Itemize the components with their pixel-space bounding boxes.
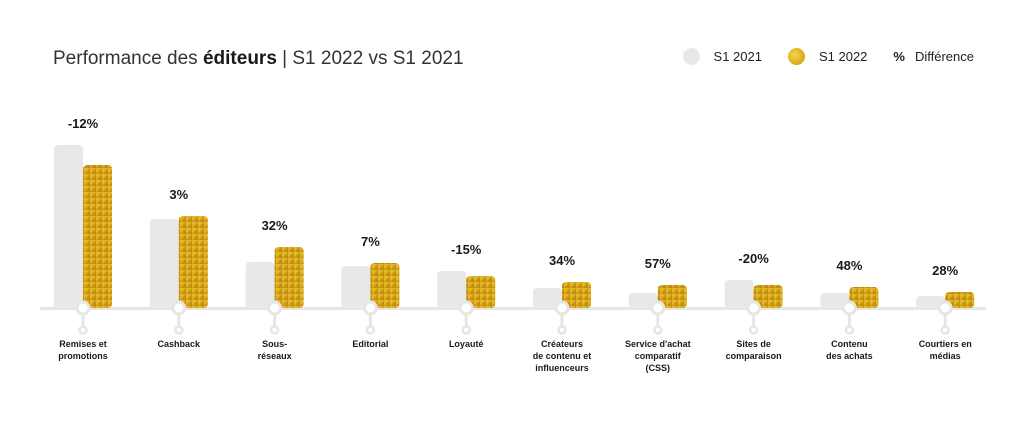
legend-label-diff: Différence [914, 49, 974, 64]
difference-label: 7% [361, 234, 380, 249]
category-end-icon [269, 325, 280, 335]
difference-label: 34% [549, 253, 575, 268]
bar-s1-2021 [533, 288, 562, 309]
bar-s1-2021 [628, 293, 658, 309]
legend-item-2022: S1 2022 [787, 48, 868, 65]
bar-s1-2021 [820, 293, 850, 309]
category-label: Sites de [736, 339, 771, 349]
category-label: Sous- [262, 339, 287, 349]
bar-s1-2021 [245, 262, 275, 309]
category-node-icon [458, 300, 474, 316]
legend-swatch-2022 [787, 48, 805, 65]
category-node-icon [650, 300, 666, 316]
legend-label-2022: S1 2022 [818, 49, 868, 64]
category-node-icon [267, 300, 283, 316]
title-prefix: Performance des [53, 48, 203, 69]
bar-s1-2022 [370, 263, 400, 308]
bar-s1-2021 [724, 280, 754, 309]
legend-item-2021: S1 2021 [682, 48, 762, 65]
bar-s1-2022 [562, 282, 591, 308]
bar-s1-2021 [341, 266, 371, 309]
category-label: médias [930, 351, 961, 361]
percent-icon: % [893, 49, 905, 64]
category-end-icon [844, 325, 855, 335]
bar-s1-2022 [466, 276, 496, 308]
title-bold: éditeurs [202, 48, 277, 69]
chart-title: Performance des éditeurs | S1 2022 vs S1… [53, 48, 464, 70]
category-label: Remises et [59, 339, 107, 349]
legend-item-diff: % Différence [893, 49, 974, 64]
category-label: comparatif [635, 351, 682, 361]
category-label: réseaux [258, 351, 292, 361]
category-node-icon [75, 300, 91, 316]
difference-label: -12% [68, 116, 99, 131]
category-end-icon [557, 325, 567, 335]
category-label: de contenu et [533, 351, 592, 361]
category-label: des achats [826, 351, 873, 361]
difference-label: -15% [451, 242, 482, 257]
difference-label: -20% [738, 251, 769, 266]
category-label: influenceurs [535, 363, 589, 373]
legend-swatch-2021 [682, 48, 700, 65]
bar-s1-2022 [274, 247, 304, 308]
bar-s1-2022 [657, 285, 687, 308]
category-label: Courtiers en [919, 339, 972, 349]
category-label: Contenu [831, 339, 868, 349]
category-label: promotions [58, 351, 108, 361]
category-end-icon [748, 325, 759, 335]
bar-s1-2022 [83, 165, 112, 308]
category-label: Service d'achat [625, 339, 691, 349]
bar-s1-2021 [54, 145, 83, 309]
bar-s1-2021 [149, 219, 179, 309]
x-axis-line [40, 307, 986, 310]
category-end-icon [461, 325, 471, 335]
category-label: Créateurs [541, 339, 583, 349]
category-label: Cashback [158, 339, 202, 349]
difference-label: 57% [645, 256, 671, 271]
title-suffix: | S1 2022 vs S1 2021 [276, 48, 464, 69]
bar-s1-2021 [916, 296, 946, 309]
bar-s1-2022 [178, 216, 208, 308]
category-label: (CSS) [646, 363, 671, 373]
category-label: Loyauté [449, 339, 484, 349]
category-node-icon [171, 300, 187, 316]
category-node-icon [937, 300, 953, 316]
bar-s1-2021 [437, 271, 467, 309]
legend-label-2021: S1 2021 [713, 49, 762, 64]
bar-s1-2022 [945, 292, 975, 308]
category-end-icon [78, 325, 88, 335]
category-end-icon [365, 325, 376, 335]
category-node-icon [362, 300, 378, 316]
category-node-icon [746, 300, 762, 316]
bar-s1-2022 [849, 287, 879, 308]
category-label: Editorial [352, 339, 388, 349]
difference-label: 28% [932, 263, 958, 278]
category-end-icon [940, 325, 950, 335]
category-node-icon [554, 300, 570, 316]
category-end-icon [653, 325, 663, 335]
category-label: comparaison [726, 351, 782, 361]
bar-s1-2022 [753, 285, 783, 308]
category-node-icon [841, 300, 857, 316]
category-end-icon [174, 325, 184, 335]
legend: S1 2021 S1 2022 % Différence [657, 48, 974, 65]
difference-label: 3% [169, 187, 188, 202]
difference-label: 32% [262, 218, 288, 233]
difference-label: 48% [836, 258, 862, 273]
